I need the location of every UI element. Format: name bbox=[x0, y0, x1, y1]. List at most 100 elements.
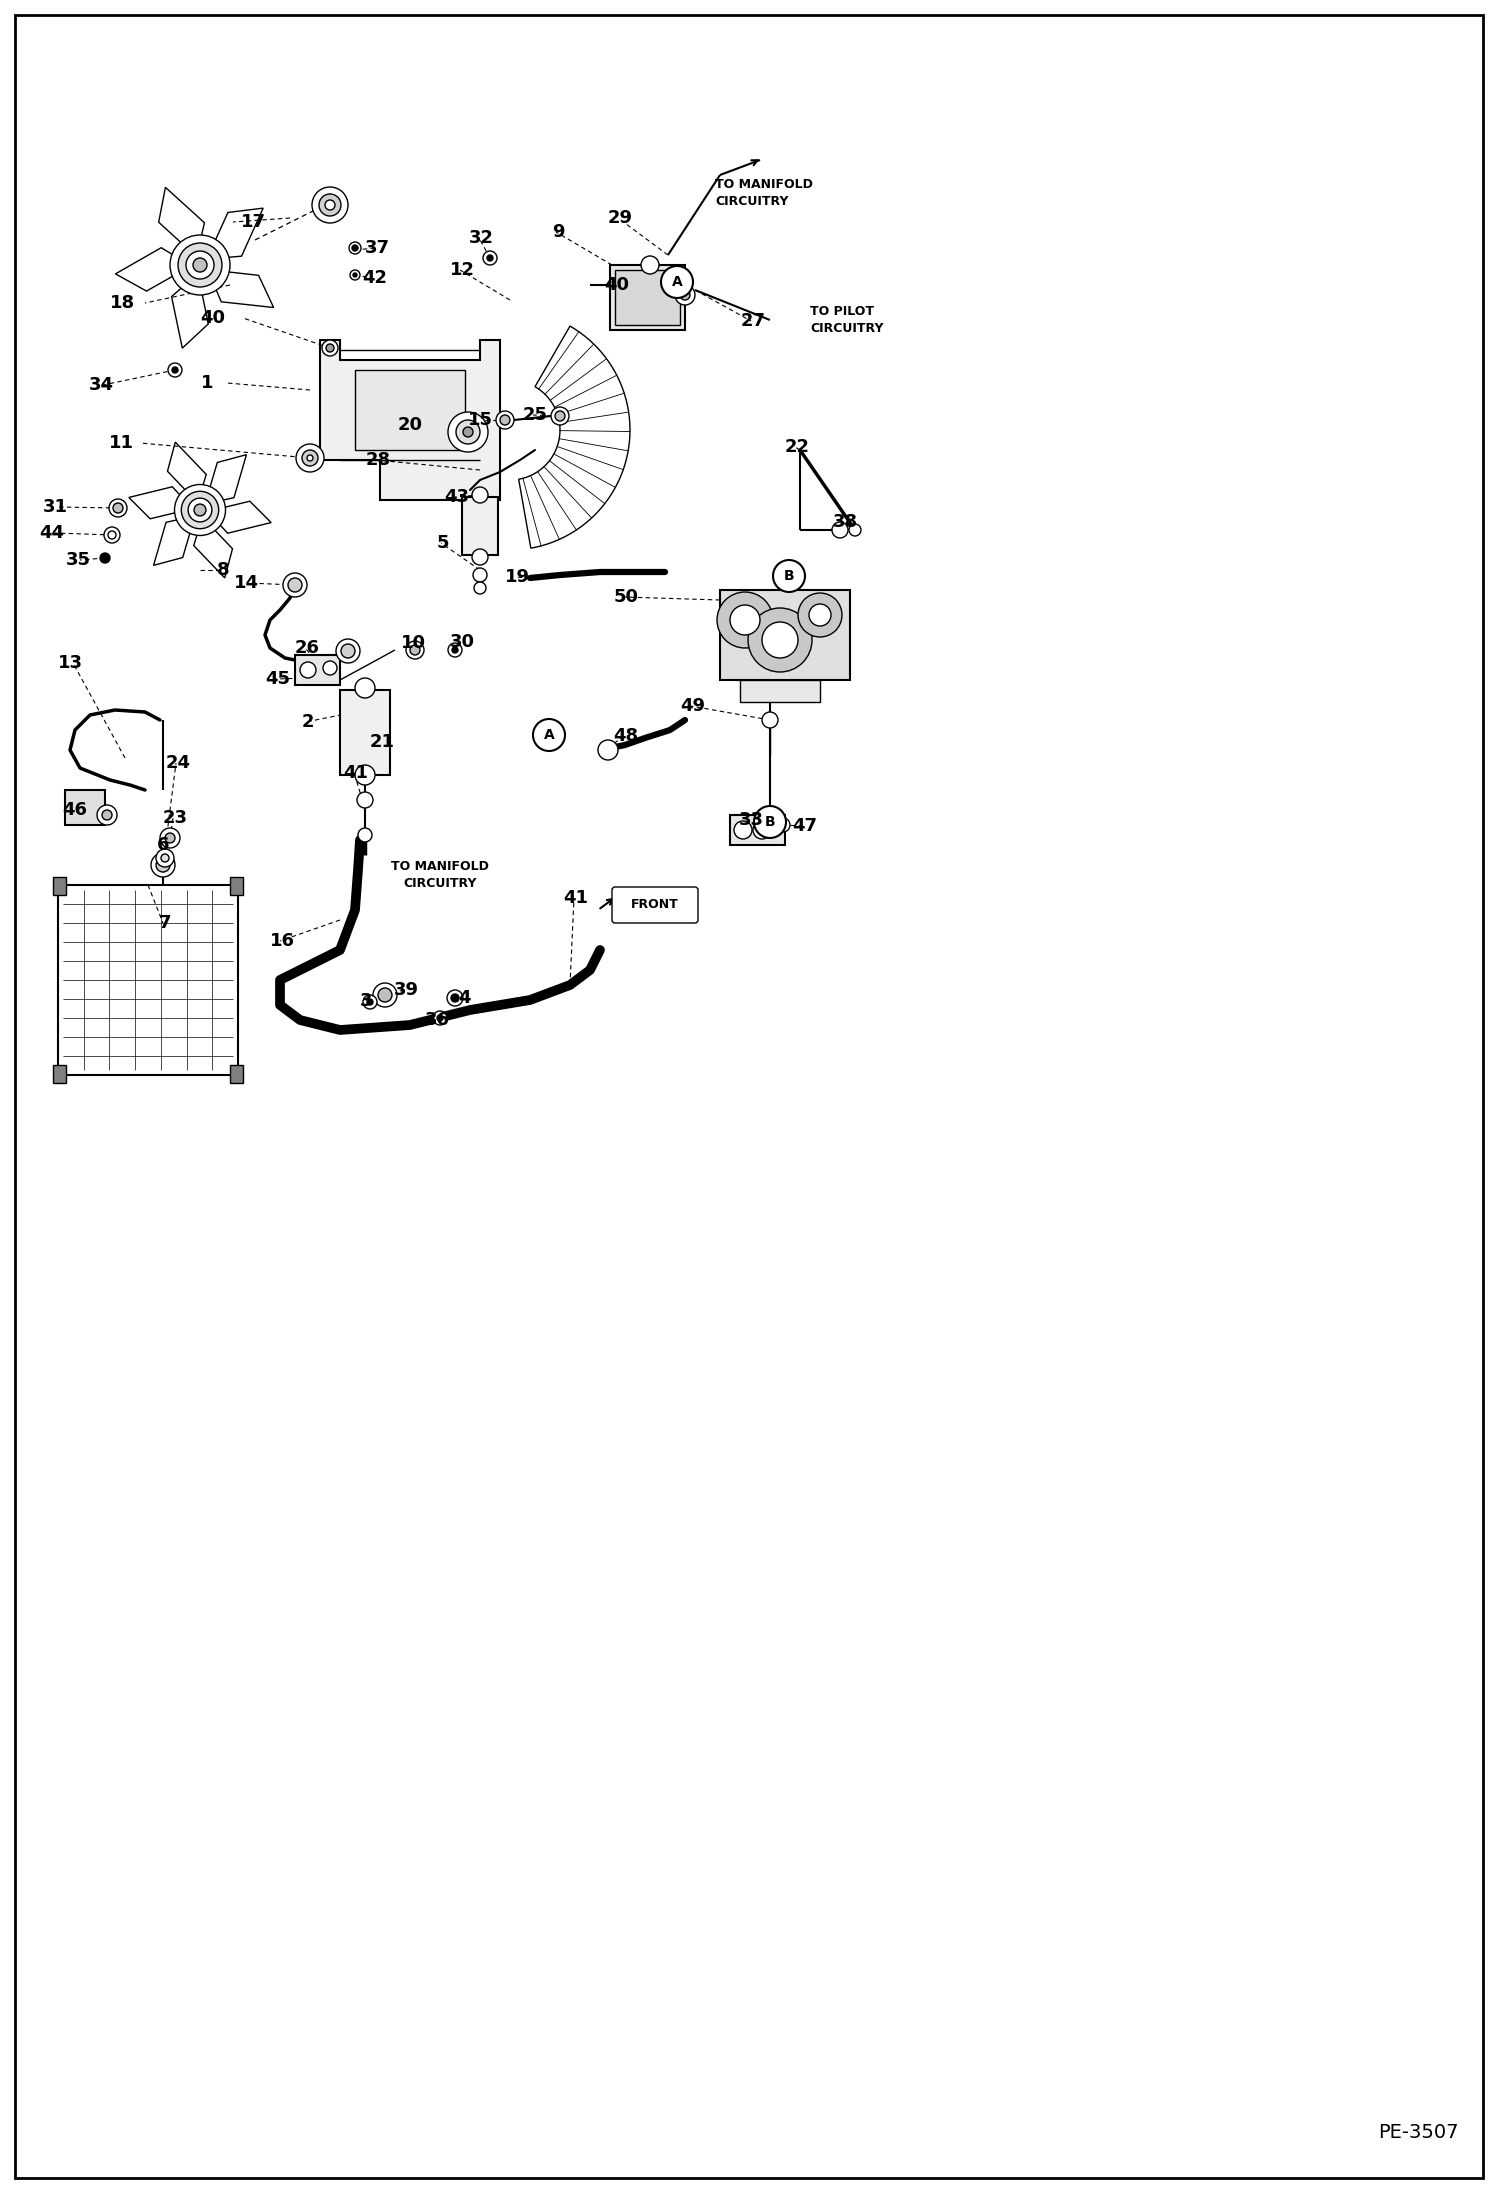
Circle shape bbox=[748, 607, 812, 671]
Circle shape bbox=[776, 818, 789, 831]
Text: 37: 37 bbox=[364, 239, 389, 257]
Circle shape bbox=[108, 531, 115, 539]
Text: 17: 17 bbox=[241, 213, 265, 230]
Text: 26: 26 bbox=[295, 638, 319, 658]
Circle shape bbox=[186, 250, 214, 279]
Polygon shape bbox=[129, 487, 183, 520]
Text: 10: 10 bbox=[400, 634, 425, 651]
Circle shape bbox=[551, 408, 569, 425]
Text: 1: 1 bbox=[201, 375, 213, 393]
Text: 8: 8 bbox=[217, 561, 229, 579]
Text: 20: 20 bbox=[397, 417, 422, 434]
Polygon shape bbox=[321, 340, 500, 500]
Circle shape bbox=[373, 982, 397, 1007]
Bar bbox=[52, 877, 66, 895]
Circle shape bbox=[734, 820, 752, 840]
Polygon shape bbox=[115, 248, 177, 292]
Circle shape bbox=[718, 592, 773, 647]
Bar bbox=[730, 816, 785, 844]
Text: 16: 16 bbox=[270, 932, 295, 950]
Circle shape bbox=[661, 265, 694, 298]
Circle shape bbox=[178, 243, 222, 287]
Circle shape bbox=[354, 272, 357, 276]
Circle shape bbox=[195, 504, 205, 515]
Circle shape bbox=[463, 428, 473, 436]
Circle shape bbox=[325, 200, 336, 211]
Circle shape bbox=[377, 989, 392, 1002]
Text: 40: 40 bbox=[605, 276, 629, 294]
Text: 33: 33 bbox=[739, 811, 764, 829]
Text: 45: 45 bbox=[265, 671, 291, 689]
Circle shape bbox=[473, 581, 485, 594]
Text: 27: 27 bbox=[740, 311, 765, 329]
Circle shape bbox=[160, 829, 180, 849]
Circle shape bbox=[288, 579, 303, 592]
Circle shape bbox=[100, 553, 109, 564]
Circle shape bbox=[97, 805, 117, 825]
Polygon shape bbox=[154, 520, 192, 566]
Polygon shape bbox=[518, 327, 631, 548]
Circle shape bbox=[193, 259, 207, 272]
Text: 50: 50 bbox=[614, 588, 638, 605]
Circle shape bbox=[448, 412, 488, 452]
Text: 40: 40 bbox=[201, 309, 226, 327]
Circle shape bbox=[103, 526, 120, 544]
Circle shape bbox=[641, 257, 659, 274]
Text: 34: 34 bbox=[88, 375, 114, 395]
Text: TO PILOT
CIRCUITRY: TO PILOT CIRCUITRY bbox=[810, 305, 884, 336]
Text: 25: 25 bbox=[523, 406, 547, 423]
Text: 41: 41 bbox=[563, 888, 589, 908]
Text: 30: 30 bbox=[449, 634, 475, 651]
Circle shape bbox=[500, 414, 509, 425]
Circle shape bbox=[762, 623, 798, 658]
Circle shape bbox=[451, 993, 458, 1002]
Text: 31: 31 bbox=[42, 498, 67, 515]
Circle shape bbox=[324, 660, 337, 675]
Text: TO MANIFOLD
CIRCUITRY: TO MANIFOLD CIRCUITRY bbox=[391, 860, 488, 890]
Text: 12: 12 bbox=[449, 261, 475, 279]
Circle shape bbox=[809, 603, 831, 625]
Text: 28: 28 bbox=[366, 452, 391, 469]
Circle shape bbox=[831, 522, 848, 537]
Circle shape bbox=[472, 487, 488, 502]
Circle shape bbox=[849, 524, 861, 535]
Text: 41: 41 bbox=[343, 763, 369, 783]
Polygon shape bbox=[217, 502, 271, 533]
Text: FRONT: FRONT bbox=[631, 899, 679, 912]
Circle shape bbox=[300, 662, 316, 678]
Circle shape bbox=[448, 643, 461, 658]
Circle shape bbox=[773, 559, 804, 592]
Text: 4: 4 bbox=[458, 989, 470, 1007]
Circle shape bbox=[160, 853, 169, 862]
Circle shape bbox=[753, 820, 771, 840]
Circle shape bbox=[598, 739, 619, 761]
Text: 35: 35 bbox=[66, 550, 90, 568]
Text: 19: 19 bbox=[505, 568, 529, 586]
Bar bbox=[295, 656, 340, 684]
Text: 13: 13 bbox=[57, 654, 82, 671]
Text: 21: 21 bbox=[370, 732, 394, 750]
Polygon shape bbox=[214, 272, 274, 307]
Circle shape bbox=[319, 193, 342, 215]
Bar bbox=[610, 265, 685, 329]
Text: 48: 48 bbox=[614, 728, 638, 746]
Polygon shape bbox=[172, 285, 208, 349]
Circle shape bbox=[109, 500, 127, 518]
Polygon shape bbox=[168, 443, 207, 493]
Circle shape bbox=[798, 592, 842, 636]
Polygon shape bbox=[159, 186, 204, 246]
Bar bbox=[355, 371, 464, 450]
Bar bbox=[231, 877, 243, 895]
Text: B: B bbox=[783, 568, 794, 583]
Text: 3: 3 bbox=[360, 991, 372, 1011]
Circle shape bbox=[189, 498, 211, 522]
Circle shape bbox=[336, 638, 360, 662]
Circle shape bbox=[165, 833, 175, 842]
Circle shape bbox=[351, 270, 360, 281]
Bar bbox=[340, 691, 389, 774]
Text: PE-3507: PE-3507 bbox=[1378, 2123, 1458, 2143]
Circle shape bbox=[349, 241, 361, 254]
Text: 23: 23 bbox=[162, 809, 187, 827]
Circle shape bbox=[437, 1015, 443, 1022]
Polygon shape bbox=[214, 208, 264, 259]
